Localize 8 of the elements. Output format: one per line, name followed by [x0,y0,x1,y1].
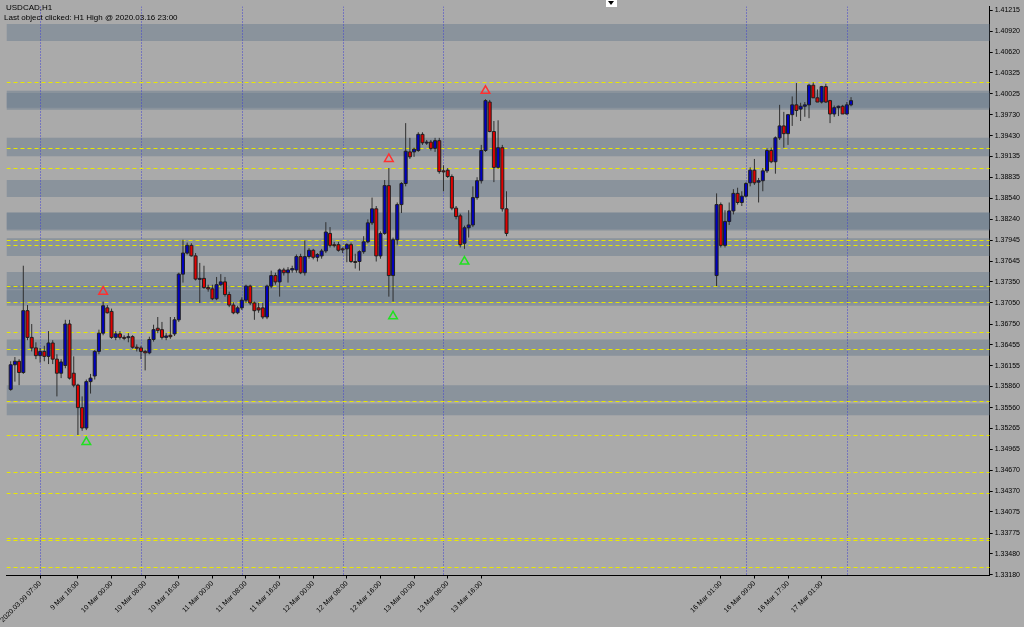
point [98,285,109,295]
point [81,436,92,446]
point [383,153,394,163]
point [459,255,470,265]
point [387,310,399,320]
text: Last object clicked: H1 High @ 2020.03.16 23:00 [4,13,178,22]
chart-title: USDCAD,H1 [6,3,53,12]
point [480,85,491,95]
